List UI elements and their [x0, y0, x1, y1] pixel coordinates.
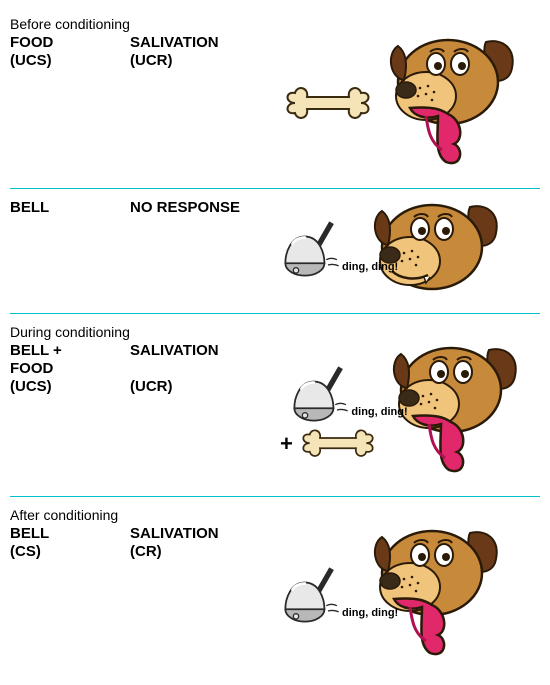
illustration — [280, 34, 540, 174]
dog-icon — [366, 199, 506, 299]
response-label: SALIVATION(UCR) — [130, 34, 280, 70]
response-label: SALIVATION (UCR) — [130, 342, 280, 396]
panel-3: After conditioning BELL(CS) SALIVATION(C… — [10, 501, 540, 675]
panel-0: Before conditioning FOOD(UCS) SALIVATION… — [10, 10, 540, 184]
phase-label: Before conditioning — [10, 16, 540, 32]
dog-icon — [382, 34, 522, 174]
stimulus-label: BELL(CS) — [10, 525, 130, 561]
sound-text: ding, ding! — [342, 607, 398, 619]
sound-text: ding, ding! — [351, 406, 407, 418]
response-label: SALIVATION(CR) — [130, 525, 280, 561]
stimulus-icon: ding, ding! — [280, 217, 360, 281]
stimulus-label: FOOD(UCS) — [10, 34, 130, 70]
stimulus-label: BELL — [10, 199, 130, 217]
panel-1: BELL NO RESPONSE ding, ding! — [10, 193, 540, 309]
response-label: NO RESPONSE — [130, 199, 280, 217]
stimulus-icon — [280, 83, 376, 125]
sound-text: ding, ding! — [342, 261, 398, 273]
divider — [10, 188, 540, 189]
phase-label: After conditioning — [10, 507, 540, 523]
phase-label: During conditioning — [10, 324, 540, 340]
divider — [10, 496, 540, 497]
dog-icon — [366, 525, 506, 665]
illustration: ding, ding! + — [280, 342, 540, 482]
stimulus-icon: ding, ding! + — [280, 362, 379, 462]
divider — [10, 313, 540, 314]
stimulus-icon: ding, ding! — [280, 563, 360, 627]
conditioning-diagram: Before conditioning FOOD(UCS) SALIVATION… — [10, 10, 540, 675]
panel-2: During conditioning BELL +FOOD(UCS) SALI… — [10, 318, 540, 492]
illustration: ding, ding! — [280, 199, 540, 299]
bell-plus-bone: ding, ding! + — [280, 362, 379, 462]
stimulus-label: BELL +FOOD(UCS) — [10, 342, 130, 396]
illustration: ding, ding! — [280, 525, 540, 665]
plus-sign: + — [280, 433, 293, 455]
